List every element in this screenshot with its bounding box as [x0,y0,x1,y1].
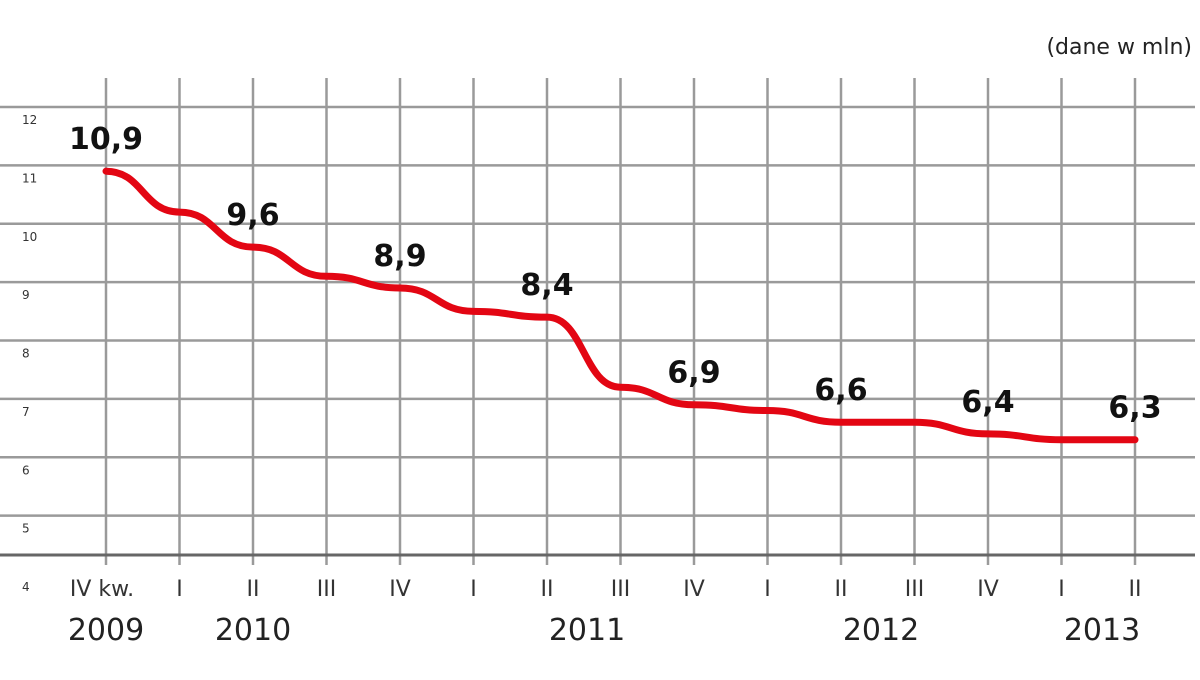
x-tick-label: II [835,577,848,602]
y-tick-label: 7 [22,405,30,419]
x-tick-label: IV kw. [70,577,134,602]
x-tick-label: I [1058,577,1065,602]
y-tick-label: 11 [22,171,37,185]
unit-note: (dane w mln) [1046,35,1192,60]
data-label: 8,9 [373,239,426,274]
y-tick-label: 4 [22,580,30,594]
y-tick-label: 8 [22,347,30,361]
x-tick-label: III [611,577,630,602]
data-label: 10,9 [69,122,143,157]
data-label: 9,6 [226,198,279,233]
y-tick-label: 6 [22,463,30,477]
grid [0,78,1195,565]
series-line [102,167,1139,444]
x-tick-label: III [905,577,924,602]
y-tick-label: 12 [22,113,37,127]
data-label: 6,9 [667,356,720,391]
year-label: 2012 [843,613,919,648]
data-label: 6,6 [814,373,867,408]
y-tick-label: 9 [22,288,30,302]
year-label: 2013 [1064,613,1140,648]
y-tick-label: 5 [22,522,30,536]
year-label: 2009 [68,613,144,648]
x-tick-label: II [247,577,260,602]
data-label: 6,4 [961,385,1014,420]
year-label: 2010 [215,613,291,648]
x-tick-label: I [470,577,477,602]
data-label: 6,3 [1108,391,1161,426]
x-tick-label: I [764,577,771,602]
x-tick-label: II [1129,577,1142,602]
x-tick-label: IV [389,577,411,602]
y-tick-label: 10 [22,230,37,244]
x-tick-label: I [176,577,183,602]
y-axis: 4 5 6 7 8 9 10 11 12 [22,113,37,594]
x-tick-label: IV [683,577,705,602]
data-labels: 10,9 9,6 8,9 8,4 6,9 6,6 6,4 6,3 [69,122,1162,426]
x-tick-label: IV [977,577,999,602]
x-tick-label: III [317,577,336,602]
data-label: 8,4 [520,268,573,303]
year-label: 2011 [549,613,625,648]
x-tick-label: II [541,577,554,602]
